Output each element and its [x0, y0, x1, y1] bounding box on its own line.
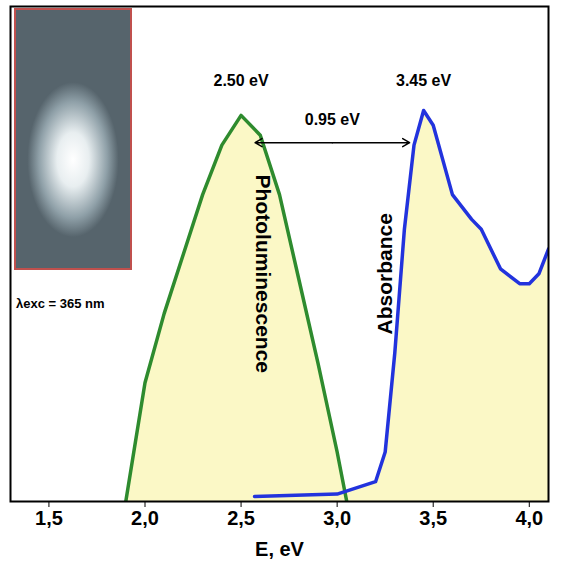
svg-text:Photoluminescence: Photoluminescence — [252, 175, 275, 373]
svg-text:E, eV: E, eV — [255, 538, 305, 560]
svg-text:4,0: 4,0 — [515, 507, 543, 529]
svg-text:3,0: 3,0 — [323, 507, 351, 529]
svg-text:2.50 eV: 2.50 eV — [213, 72, 268, 89]
svg-text:Absorbance: Absorbance — [373, 213, 396, 334]
svg-text:2,5: 2,5 — [227, 507, 255, 529]
html-text:λexc = 365 nm: λexc = 365 nm — [16, 296, 105, 311]
svg-text:3,5: 3,5 — [419, 507, 447, 529]
svg-text:2,0: 2,0 — [131, 507, 159, 529]
svg-text:0.95 eV: 0.95 eV — [305, 111, 360, 128]
svg-text:3.45 eV: 3.45 eV — [396, 72, 451, 89]
svg-text:1,5: 1,5 — [35, 507, 63, 529]
